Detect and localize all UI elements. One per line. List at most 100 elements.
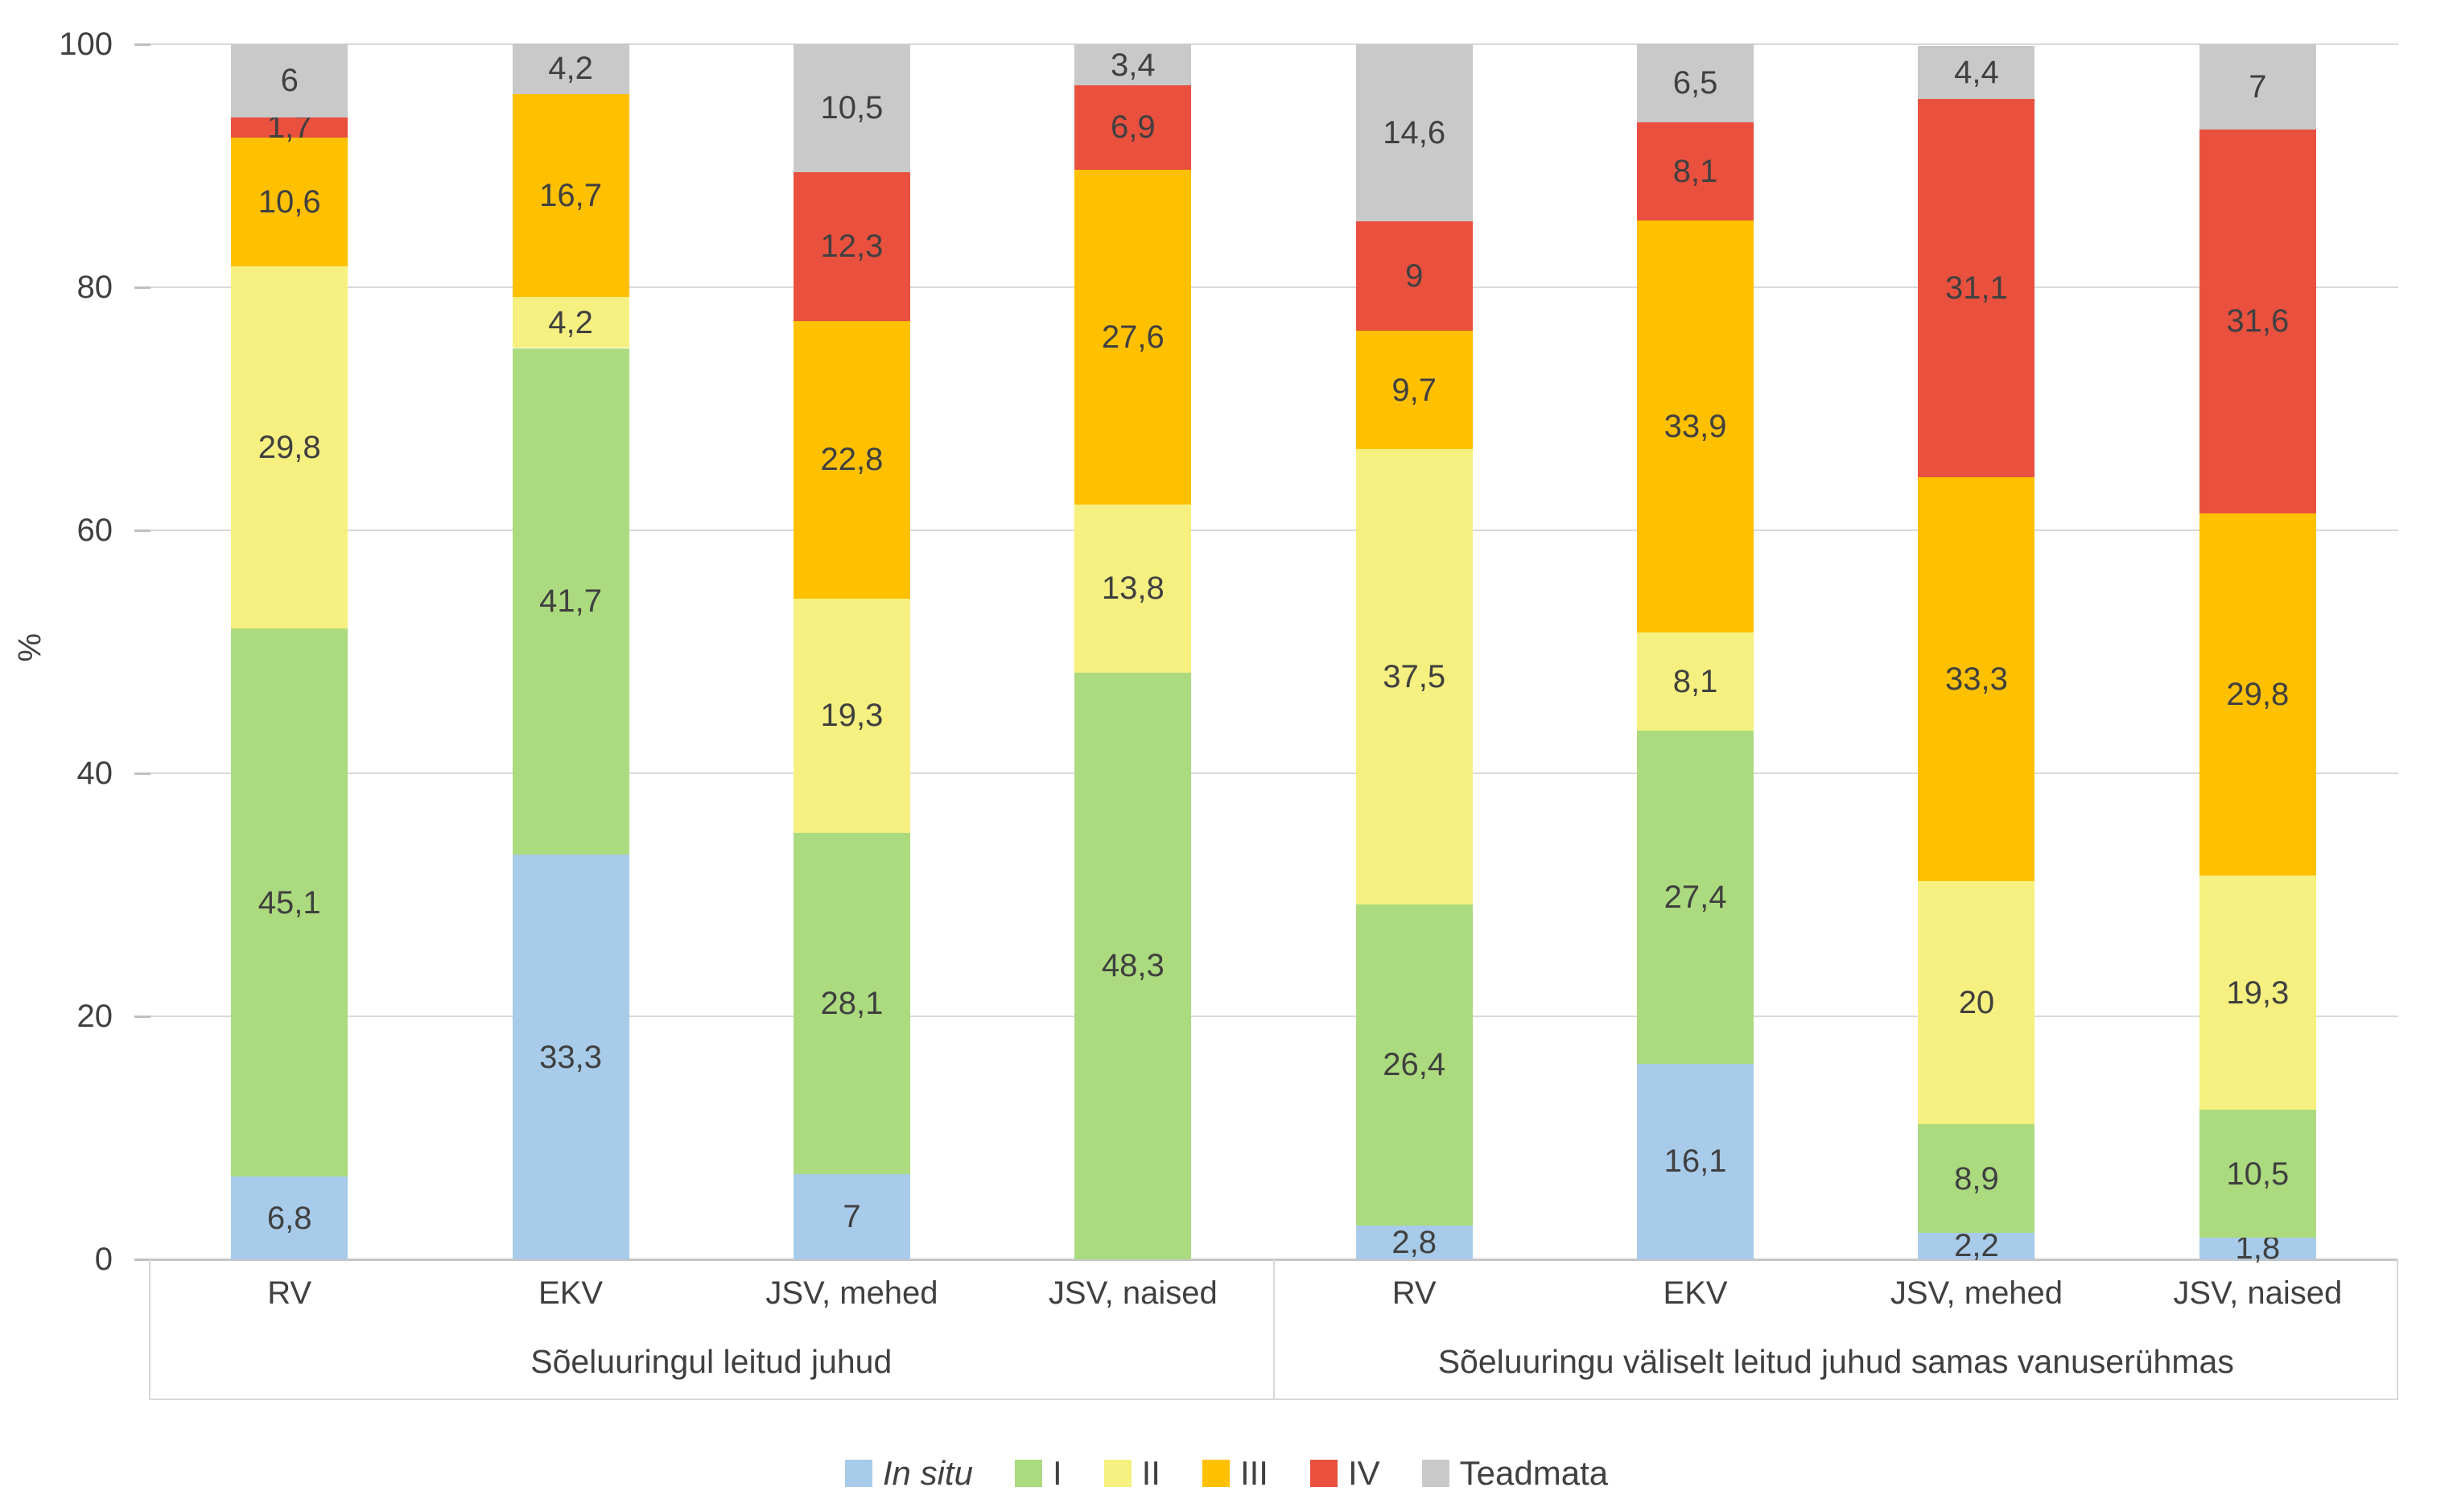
legend-swatch-icon	[1014, 1460, 1042, 1487]
gridline	[149, 772, 2398, 774]
data-label: 16,1	[1664, 1143, 1727, 1180]
bar-segment-teadmata	[231, 44, 348, 117]
group-label: Sõeluuringul leitud juhud	[530, 1343, 893, 1380]
data-label: 7	[2249, 68, 2267, 105]
bar-segment-iii	[2199, 513, 2316, 875]
data-label: 4,2	[548, 304, 593, 340]
category-label: JSV, naised	[2173, 1275, 2343, 1311]
legend-swatch-icon	[844, 1460, 872, 1487]
y-tick-mark	[134, 43, 150, 46]
bar-segment-ii	[512, 297, 629, 348]
stacked-bar-jsv-naised-g2: 1,8 10,5 19,3 29,8 31,6 7	[2199, 44, 2316, 1266]
bar-segment-teadmata	[793, 44, 910, 172]
gridline	[149, 529, 2398, 531]
bar-segment-ii	[1637, 632, 1754, 731]
data-label: 6,9	[1111, 109, 1156, 146]
legend-label: In situ	[882, 1454, 973, 1492]
stacked-bar-ekv-g1: 33,3 41,7 4,2 16,7 4,2	[512, 43, 629, 1259]
category-label: JSV, mehed	[1890, 1275, 2063, 1311]
data-label: 31,1	[1945, 270, 2008, 306]
legend-swatch-icon	[1309, 1460, 1338, 1487]
bar-segment-i	[1355, 904, 1473, 1226]
bar-segment-ii	[1355, 448, 1473, 905]
y-tick-label: 60	[76, 513, 113, 548]
category-label: JSV, naised	[1048, 1275, 1218, 1311]
data-label: 29,8	[2226, 676, 2290, 712]
data-label: 12,3	[820, 229, 884, 265]
bar-segment-iv	[793, 171, 910, 322]
data-label: 2,2	[1954, 1228, 1999, 1264]
bar-segment-in-situ	[512, 855, 629, 1259]
bar-segment-iii	[1074, 169, 1192, 505]
legend-swatch-icon	[1202, 1460, 1230, 1487]
stacked-bar-rv-g2: 2,8 26,4 37,5 9,7 9 14,6	[1355, 44, 1473, 1260]
data-label: 8,9	[1954, 1160, 1999, 1197]
bar-segment-in-situ	[2199, 1237, 2316, 1259]
data-label: 31,6	[2226, 303, 2290, 340]
bar-segment-i	[231, 628, 348, 1177]
data-label: 37,5	[1383, 658, 1446, 694]
stacked-bar-jsv-mehed-g2: 2,2 8,9 20 33,3 31,1 4,4	[1918, 44, 2035, 1263]
bar-segment-in-situ	[1637, 1063, 1754, 1259]
y-tick-label: 100	[59, 27, 113, 62]
category-label: JSV, mehed	[765, 1275, 938, 1311]
data-label: 6,8	[266, 1200, 312, 1236]
data-label: 28,1	[820, 986, 884, 1022]
data-label: 13,8	[1101, 571, 1165, 607]
stacked-bar-rv-g1: 6,8 45,1 29,8 10,6 1,7 6	[231, 44, 348, 1259]
bar-segment-iv	[1355, 221, 1473, 332]
data-label: 14,6	[1383, 115, 1446, 151]
bar-segment-i	[1918, 1124, 2035, 1233]
data-label: 6	[280, 63, 299, 99]
legend: In situ I II III IV Teadmata	[0, 1445, 2453, 1502]
bar-segment-ii	[2199, 875, 2316, 1110]
stacked-bar-jsv-mehed-g1: 7 28,1 19,3 22,8 12,3 10,5	[793, 44, 910, 1259]
bar-segment-in-situ	[1355, 1225, 1473, 1259]
bar-segment-iv	[1074, 85, 1192, 170]
data-label: 33,3	[1945, 661, 2008, 697]
bar-segment-teadmata	[1918, 45, 2035, 99]
y-tick-label: 80	[76, 270, 113, 305]
bar-segment-i	[1637, 731, 1754, 1064]
y-tick-mark	[134, 772, 150, 775]
data-label: 7	[843, 1199, 861, 1235]
bar-segment-iii	[512, 93, 629, 298]
bar-segment-ii	[231, 266, 348, 629]
data-label: 16,7	[539, 177, 602, 213]
legend-swatch-icon	[1421, 1460, 1449, 1487]
legend-item-teadmata: Teadmata	[1421, 1454, 1608, 1493]
data-label: 4,2	[548, 51, 593, 87]
group-label: Sõeluuringu väliselt leitud juhud samas …	[1437, 1343, 2234, 1380]
bar-segment-iii	[1637, 220, 1754, 632]
category-box-bottom-border	[149, 1399, 2398, 1400]
y-axis-title: %	[12, 632, 48, 662]
data-label: 20	[1958, 985, 1995, 1021]
data-label: 19,3	[2226, 974, 2290, 1011]
legend-swatch-icon	[1103, 1460, 1132, 1487]
data-label: 8,1	[1672, 663, 1718, 699]
y-tick-mark	[134, 286, 150, 289]
y-tick-label: 20	[76, 999, 113, 1034]
legend-label: II	[1141, 1454, 1161, 1492]
bar-segment-iv	[2199, 129, 2316, 513]
y-tick-label: 0	[94, 1242, 113, 1277]
bar-segment-iv	[1918, 98, 2035, 477]
category-label: EKV	[1663, 1275, 1728, 1311]
bar-segment-iii	[1355, 331, 1473, 449]
y-tick-label: 40	[76, 756, 113, 791]
category-box-divider	[1272, 1259, 1275, 1399]
data-label: 10,5	[2226, 1156, 2290, 1192]
legend-item-in-situ: In situ	[844, 1454, 973, 1493]
data-label: 3,4	[1111, 47, 1156, 83]
category-box-divider	[2397, 1259, 2398, 1399]
data-label: 4,4	[1954, 54, 1999, 90]
data-label: 33,3	[539, 1039, 602, 1075]
gridline	[149, 43, 2398, 45]
bar-segment-in-situ	[1918, 1232, 2035, 1259]
legend-label: I	[1052, 1454, 1062, 1492]
legend-label: III	[1239, 1454, 1268, 1492]
data-label: 45,1	[258, 884, 321, 921]
bar-segment-iv	[231, 117, 348, 138]
data-label: 41,7	[539, 583, 602, 620]
